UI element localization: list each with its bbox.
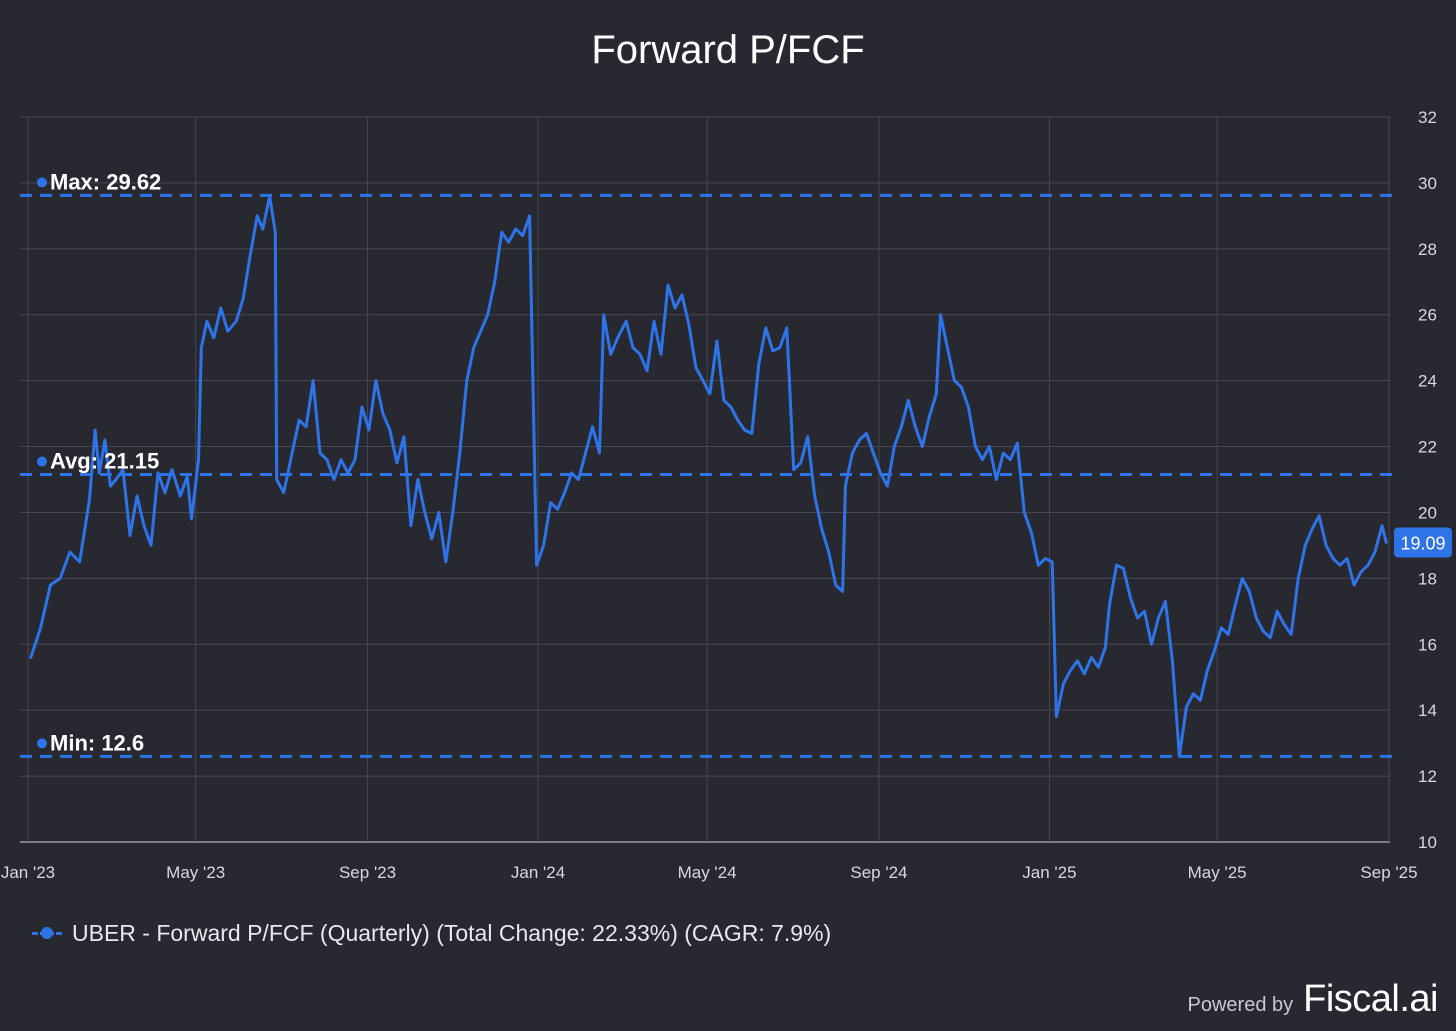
- reference-label: Max: 29.62: [50, 169, 161, 194]
- y-tick-label: 26: [1418, 306, 1437, 325]
- y-tick-label: 30: [1418, 174, 1437, 193]
- series-line-uber: [29, 194, 1388, 758]
- powered-by-text: Powered by: [1187, 994, 1294, 1016]
- y-tick-label: 24: [1418, 372, 1437, 391]
- x-tick-label: Jan '25: [1022, 863, 1076, 882]
- y-tick-label: 20: [1418, 503, 1437, 522]
- last-value-badge: [1394, 527, 1452, 558]
- footer-branding: Powered by Fiscal.ai: [1188, 978, 1439, 1021]
- x-tick-label: Jan '23: [1, 863, 55, 882]
- reference-label: Min: 12.6: [50, 730, 144, 755]
- y-tick-label: 14: [1418, 701, 1437, 720]
- x-tick-label: Jan '24: [511, 863, 565, 882]
- y-tick-label: 16: [1418, 635, 1437, 654]
- y-tick-label: 32: [1418, 108, 1437, 127]
- reference-marker-dot: [37, 738, 47, 749]
- x-tick-label: Sep '23: [339, 863, 396, 882]
- x-tick-label: Sep '24: [850, 863, 907, 882]
- y-tick-label: 18: [1418, 569, 1437, 588]
- y-tick-label: 28: [1418, 240, 1437, 259]
- y-tick-label: 22: [1418, 438, 1437, 457]
- legend-series-label: UBER - Forward P/FCF (Quarterly) (Total …: [72, 919, 832, 946]
- legend-series-marker: [32, 926, 62, 940]
- x-tick-label: May '25: [1188, 863, 1247, 882]
- x-tick-label: May '24: [678, 863, 737, 882]
- y-tick-label: 12: [1418, 767, 1437, 786]
- reference-marker-dot: [37, 177, 47, 188]
- y-tick-label: 10: [1418, 833, 1437, 852]
- brand-logo: Fiscal.ai: [1303, 978, 1438, 1020]
- last-value-label: 19.09: [1400, 533, 1445, 553]
- reference-marker-dot: [37, 456, 47, 467]
- legend[interactable]: UBER - Forward P/FCF (Quarterly) (Total …: [32, 916, 831, 950]
- x-tick-label: Sep '25: [1360, 863, 1417, 882]
- x-tick-label: May '23: [166, 863, 225, 882]
- chart-title: Forward P/FCF: [591, 28, 865, 72]
- reference-label: Avg: 21.15: [50, 449, 159, 474]
